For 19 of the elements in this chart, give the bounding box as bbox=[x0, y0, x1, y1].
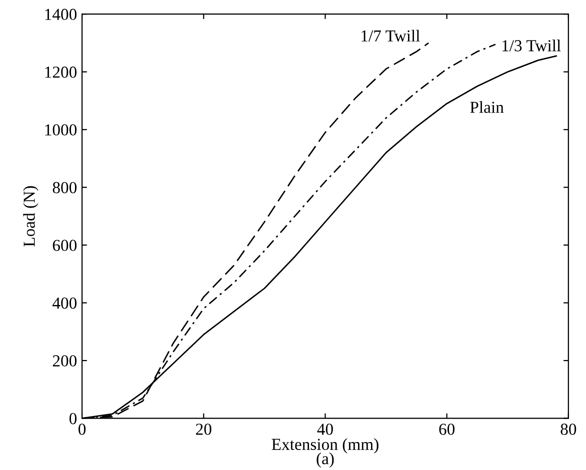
text: (a) bbox=[316, 452, 334, 468]
y-tick-label: 1400 bbox=[45, 8, 77, 20]
series-label: 1/7 Twill bbox=[362, 30, 420, 42]
x-tick-label: 0 bbox=[78, 424, 86, 435]
x-tick-label: 40 bbox=[317, 424, 333, 435]
x-axis-title: Extension (mm) bbox=[272, 438, 378, 454]
y-tick-label: 200 bbox=[52, 355, 77, 367]
y-tick-label: 1000 bbox=[45, 124, 77, 136]
y-axis-title: Load (N) bbox=[23, 186, 38, 246]
series-label: Plain bbox=[470, 101, 504, 113]
y-tick-label: 0 bbox=[69, 413, 77, 424]
x-tick-label: 20 bbox=[196, 424, 212, 435]
y-tick-label: 800 bbox=[52, 182, 77, 194]
x-tick-label: 60 bbox=[439, 424, 455, 435]
series-label: 1/3 Twill bbox=[502, 40, 561, 52]
y-tick-label: 1200 bbox=[45, 66, 77, 78]
y-tick-label: 600 bbox=[52, 240, 77, 252]
y-tick-label: 400 bbox=[52, 298, 77, 309]
x-tick-label: 80 bbox=[560, 424, 576, 435]
